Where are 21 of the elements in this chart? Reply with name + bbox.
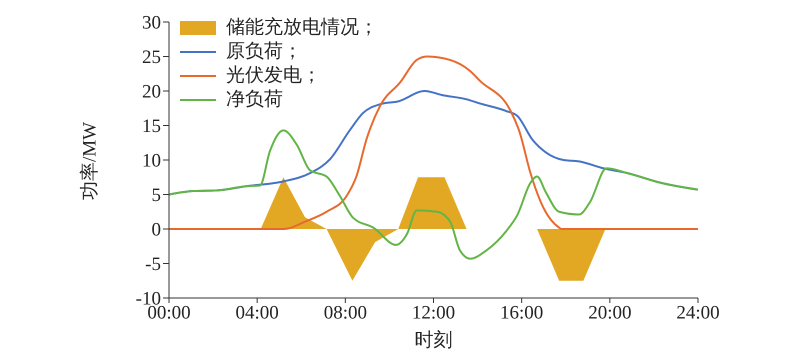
x-tick-label: 08:00	[324, 302, 367, 324]
legend-label: 储能充放电情况；	[226, 16, 378, 40]
y-tick-label: 10	[142, 150, 161, 172]
legend-label: 原负荷；	[226, 40, 302, 64]
y-tick-label: 5	[152, 185, 161, 206]
legend-label: 净负荷	[226, 88, 283, 112]
x-tick-label: 20:00	[588, 302, 632, 324]
y-tick-label: 20	[142, 82, 161, 103]
y-tick-label: -5	[145, 254, 161, 276]
x-tick-label: 12:00	[412, 302, 456, 324]
x-tick-label: 04:00	[236, 302, 279, 324]
line-series	[169, 129, 698, 260]
x-axis-title: 时刻	[414, 329, 452, 351]
x-tick-label: 16:00	[500, 302, 544, 324]
y-axis-title: 功率/MW	[78, 122, 101, 200]
y-tick-label: 15	[142, 116, 161, 138]
y-tick-label: 25	[142, 47, 161, 68]
y-tick-label: 0	[152, 220, 161, 241]
x-tick-label: 24:00	[676, 302, 720, 324]
y-tick-label: 30	[142, 12, 161, 34]
legend-label: 光伏发电；	[226, 64, 321, 88]
